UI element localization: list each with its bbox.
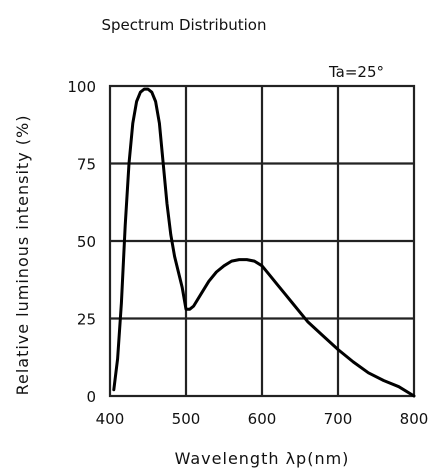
x-tick-label: 400	[96, 410, 125, 428]
series-layer	[112, 87, 416, 398]
grid	[108, 84, 416, 398]
chart-title: Spectrum Distribution	[102, 16, 267, 34]
temperature-condition: Ta=25°	[328, 63, 384, 81]
tick-labels: 400 500 600 700 800 0 25 50 75 100	[67, 78, 428, 428]
y-tick-label: 25	[77, 311, 96, 329]
y-tick-label: 50	[77, 233, 96, 251]
y-tick-label: 100	[67, 78, 96, 96]
spectrum-curve	[112, 87, 416, 398]
x-axis-label: Wavelength λp(nm)	[175, 449, 350, 468]
x-tick-label: 500	[172, 410, 201, 428]
y-tick-label: 0	[86, 388, 96, 406]
x-tick-label: 600	[248, 410, 277, 428]
y-tick-label: 75	[77, 156, 96, 174]
x-tick-label: 700	[324, 410, 353, 428]
y-axis-label: Relative luminous intensity (%)	[13, 115, 32, 396]
x-tick-label: 800	[400, 410, 429, 428]
